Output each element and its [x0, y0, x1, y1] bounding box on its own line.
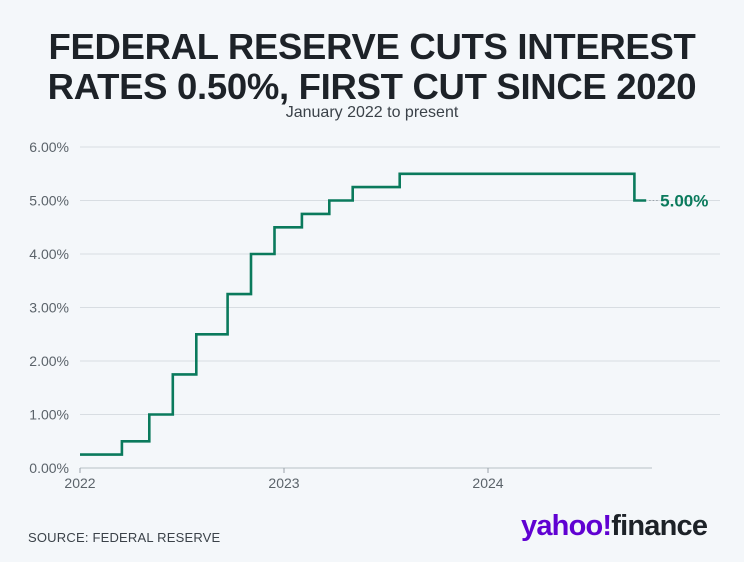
series-layer: 5.00%: [80, 172, 708, 456]
y-tick-label: 5.00%: [29, 193, 69, 209]
chart-title-line-2: RATES 0.50%, FIRST CUT SINCE 2020: [47, 66, 697, 107]
source-note: SOURCE: FEDERAL RESERVE: [28, 530, 221, 545]
y-axis-ticks: 0.00% 1.00% 2.00% 3.00% 4.00% 5.00% 6.00%: [29, 139, 69, 476]
chart-title-line-1: FEDERAL RESERVE CUTS INTEREST: [48, 26, 696, 67]
y-tick-label: 6.00%: [29, 139, 69, 155]
y-tick-label: 0.00%: [29, 460, 69, 476]
x-tick-label: 2023: [268, 475, 299, 491]
grid-lines: [80, 146, 720, 469]
x-axis-ticks: 2022 2023 2024: [64, 468, 504, 491]
yahoo-finance-logo: yahoo!finance: [521, 508, 708, 544]
chart-title: FEDERAL RESERVE CUTS INTEREST RATES 0.50…: [0, 27, 744, 107]
x-tick-label: 2022: [64, 475, 95, 491]
y-tick-label: 1.00%: [29, 407, 69, 423]
rate-step-line: [80, 172, 647, 456]
end-value-label: 5.00%: [660, 192, 708, 211]
x-tick-label: 2024: [472, 475, 503, 491]
logo-finance-text: finance: [611, 510, 708, 542]
y-tick-label: 2.00%: [29, 353, 69, 369]
y-tick-label: 3.00%: [29, 300, 69, 316]
chart-subtitle: January 2022 to present: [285, 104, 459, 121]
y-tick-label: 4.00%: [29, 246, 69, 262]
logo-yahoo-text: yahoo!: [521, 510, 612, 542]
